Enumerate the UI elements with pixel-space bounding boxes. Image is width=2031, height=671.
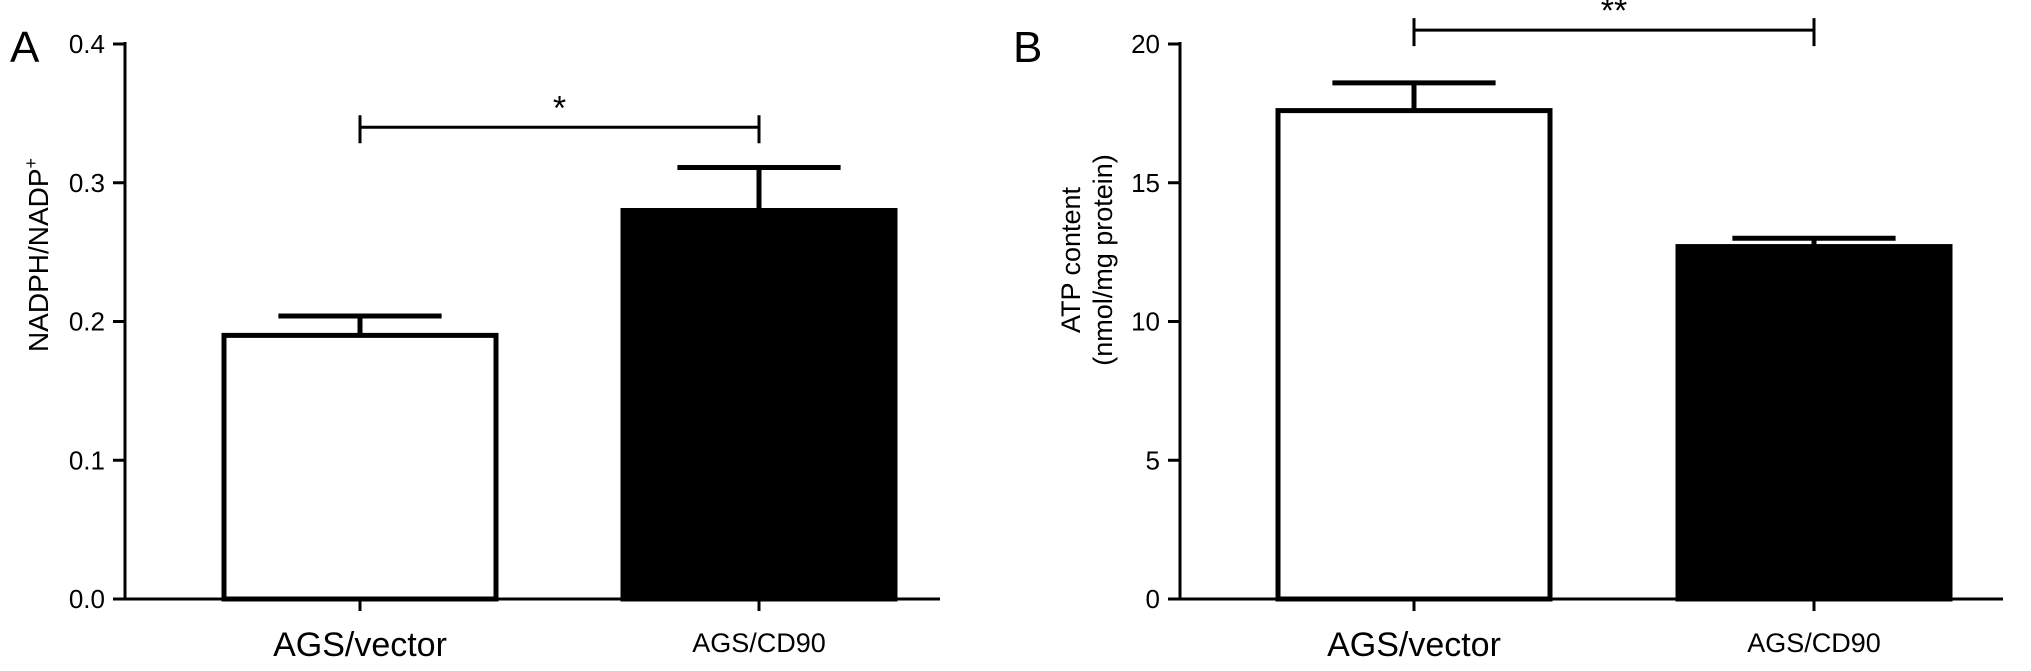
bar (620, 208, 898, 602)
y-tick-label: 0.3 (69, 168, 105, 198)
svg-text:NADPH/NADP+: NADPH/NADP+ (21, 158, 54, 352)
significance-bracket (358, 115, 761, 144)
y-tick-label: 0.0 (69, 584, 105, 614)
significance-label: ** (1601, 0, 1627, 30)
significance-label: * (553, 89, 566, 127)
x-tick-label: AGS/CD90 (692, 628, 826, 658)
y-axis-title: NADPH/NADP+ (21, 158, 54, 352)
y-tick-label: 0 (1146, 584, 1160, 614)
bar (221, 332, 499, 602)
y-axis-title-line1: ATP content (1056, 186, 1086, 333)
y-axis-title: ATP content (nmol/mg protein) (1056, 154, 1118, 366)
y-tick-label: 0.1 (69, 445, 105, 475)
y-axis-title-main: NADPH/NADP (23, 168, 54, 352)
x-tick-label: AGS/vector (1327, 626, 1501, 664)
x-tick-label: AGS/vector (273, 626, 447, 664)
bar (1675, 244, 1953, 602)
y-tick-label: 0.4 (69, 29, 105, 59)
panel-a: A NADPH/NADP+ 0.0 0.1 0.2 0.3 0.4 AGS/vector… (10, 23, 940, 664)
y-axis-title-line2: (nmol/mg protein) (1088, 154, 1118, 366)
significance-bracket (1412, 18, 1816, 47)
y-tick-label: 20 (1131, 29, 1160, 59)
y-tick-label: 5 (1146, 445, 1160, 475)
y-tick-label: 0.2 (69, 307, 105, 337)
y-tick-label: 10 (1131, 307, 1160, 337)
panel-b: B ATP content (nmol/mg protein) 0 5 10 15 20… (1013, 0, 2003, 664)
panel-label: B (1013, 23, 1042, 72)
y-axis-title-superscript: + (21, 158, 41, 169)
x-tick-label: AGS/CD90 (1747, 628, 1881, 658)
y-tick-label: 15 (1131, 168, 1160, 198)
bar (1275, 108, 1553, 602)
panel-label: A (10, 23, 40, 72)
